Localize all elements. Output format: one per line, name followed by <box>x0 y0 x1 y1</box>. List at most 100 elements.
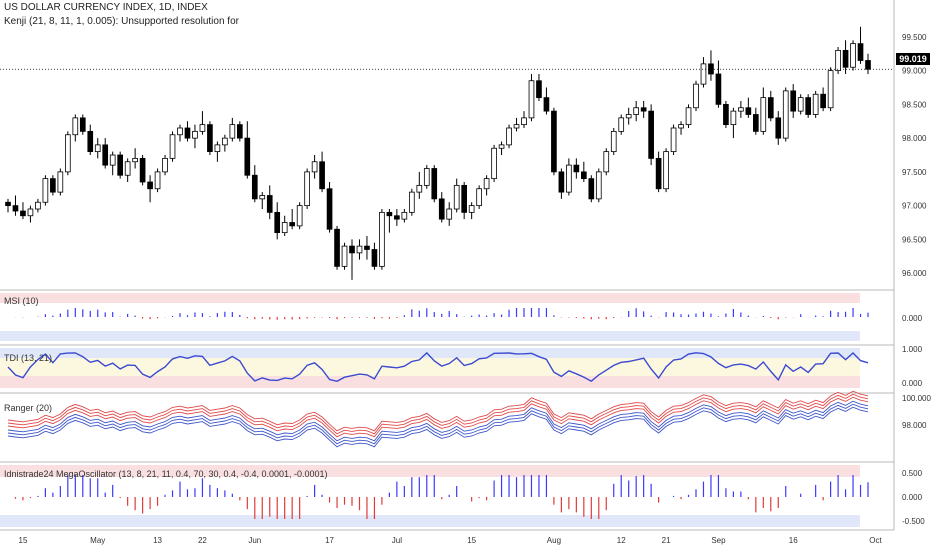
candle-body <box>536 80 542 99</box>
ranger-tick-label: 100.000 <box>902 394 931 403</box>
candle-body <box>812 93 819 115</box>
tdi-middle-zone <box>0 358 860 376</box>
candle-body <box>5 201 11 207</box>
candle-body <box>364 245 370 250</box>
candle-body <box>476 188 482 207</box>
candle-body <box>745 107 752 115</box>
candle-body <box>655 157 662 190</box>
mega-oscillator-panel-label: Idnistrade24 MegaOscillator (13, 8, 21, … <box>4 469 328 479</box>
price-tick-label: 96.500 <box>902 235 927 244</box>
candle-body <box>842 49 849 68</box>
time-tick-label: Jul <box>392 536 402 545</box>
mega-oscillator-series <box>14 475 869 519</box>
candle-body <box>57 171 64 193</box>
current-price-badge: 99.019 <box>896 53 930 65</box>
candle-body <box>334 228 340 267</box>
candle-body <box>304 171 310 207</box>
candle-body <box>214 144 221 153</box>
ranger-panel-label: Ranger (20) <box>4 403 53 413</box>
candle-body <box>648 110 654 159</box>
candle-body <box>558 171 565 193</box>
price-tick-label: 99.000 <box>902 67 927 76</box>
candle-body <box>259 195 266 200</box>
candle-body <box>229 124 236 139</box>
time-tick-label: Aug <box>547 536 561 545</box>
ranger-band <box>7 396 869 438</box>
candle-body <box>349 245 355 254</box>
candlestick-series <box>5 26 871 280</box>
candle-body <box>790 90 797 112</box>
candle-body <box>162 157 168 173</box>
ranger-band <box>7 400 869 442</box>
candle-body <box>154 171 161 190</box>
ranger-band <box>7 393 869 435</box>
candle-body <box>177 127 183 136</box>
mega-tick-label: 0.500 <box>902 469 923 478</box>
candle-body <box>625 114 632 119</box>
candle-body <box>468 205 475 213</box>
ranger-band <box>7 390 869 432</box>
candle-body <box>438 198 445 220</box>
candle-body <box>782 90 789 139</box>
time-tick-label: 13 <box>153 536 162 545</box>
candle-body <box>27 208 34 217</box>
candle-body <box>610 130 617 153</box>
candle-body <box>266 195 273 213</box>
indicator-subtitle: Kenji (21, 8, 11, 1, 0.005): Unsupported… <box>4 16 239 27</box>
candle-body <box>408 191 415 213</box>
price-tick-label: 99.500 <box>902 33 927 42</box>
candle-body <box>222 137 228 146</box>
candle-body <box>723 103 729 126</box>
candle-body <box>805 97 812 115</box>
candle-body <box>543 97 550 112</box>
candle-body <box>341 245 348 267</box>
candle-body <box>192 130 198 139</box>
time-tick-label: 17 <box>325 536 334 545</box>
candle-body <box>566 164 572 193</box>
candle-body <box>693 83 699 109</box>
candle-body <box>752 114 759 132</box>
candle-body <box>528 80 535 119</box>
candle-body <box>371 249 378 267</box>
candle-body <box>551 110 557 173</box>
candle-body <box>72 117 79 136</box>
ranger-band <box>7 403 869 445</box>
panel-backgrounds <box>0 0 895 531</box>
candle-body <box>640 107 647 112</box>
candle-body <box>356 245 363 254</box>
candle-body <box>281 222 288 234</box>
tdi-series <box>7 351 869 383</box>
candle-body <box>715 73 722 105</box>
candle-body <box>797 97 804 112</box>
time-tick-label: 22 <box>198 536 207 545</box>
candle-body <box>319 161 325 190</box>
candle-body <box>244 137 251 176</box>
candle-body <box>850 43 856 68</box>
chart-title: US DOLLAR CURRENCY INDEX, 1D, INDEX <box>4 2 208 13</box>
candle-body <box>820 93 826 109</box>
candle-body <box>109 154 116 166</box>
candle-body <box>132 157 138 163</box>
price-tick-label: 97.000 <box>902 202 927 211</box>
candle-body <box>169 134 176 159</box>
candle-body <box>483 178 490 190</box>
candle-body <box>236 124 243 139</box>
candle-body <box>461 184 468 213</box>
candle-body <box>827 70 834 109</box>
msi-tick-label: 0.000 <box>902 314 923 323</box>
candle-body <box>394 215 400 220</box>
candle-body <box>199 124 206 132</box>
candle-body <box>35 201 41 210</box>
candle-body <box>431 168 438 200</box>
time-tick-label: 21 <box>662 536 671 545</box>
time-tick-label: 15 <box>467 536 476 545</box>
candle-body <box>678 124 684 129</box>
candle-body <box>618 117 625 132</box>
price-tick-label: 97.500 <box>902 168 927 177</box>
tdi-line <box>7 351 869 383</box>
tdi-tick-label: 1.000 <box>902 345 923 354</box>
candle-body <box>446 208 453 220</box>
candle-body <box>760 97 767 132</box>
mega-lower-zone <box>0 515 860 527</box>
candle-body <box>147 181 153 190</box>
